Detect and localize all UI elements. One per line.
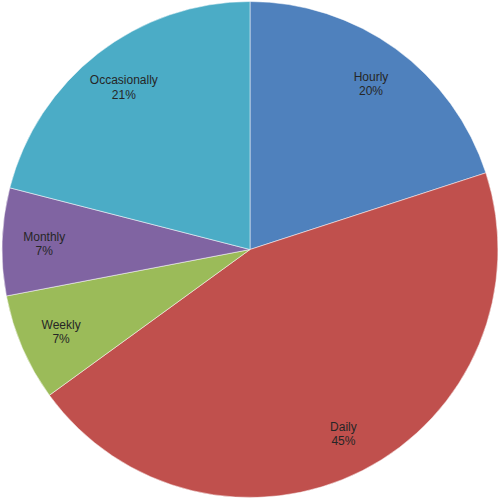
chart: Hourly20%Daily45%Weekly7%Monthly7%Occasi… — [0, 0, 500, 499]
slice — [10, 2, 250, 250]
labels: Hourly20%Daily45%Weekly7%Monthly7%Occasi… — [23, 70, 388, 448]
category-label: Weekly — [42, 318, 81, 332]
value-label: 7% — [52, 332, 70, 346]
category-label: Daily — [330, 420, 357, 434]
data-label: Weekly7% — [42, 318, 81, 346]
value-label: 20% — [359, 84, 383, 98]
pie — [2, 2, 498, 498]
value-label: 21% — [112, 88, 136, 102]
data-label: Monthly7% — [23, 230, 65, 258]
value-label: 45% — [331, 434, 355, 448]
data-label: Hourly20% — [354, 70, 389, 98]
value-label: 7% — [36, 244, 54, 258]
category-label: Occasionally — [90, 73, 158, 87]
category-label: Hourly — [354, 70, 389, 84]
data-label: Daily45% — [330, 420, 357, 448]
category-label: Monthly — [23, 230, 65, 244]
data-label: Occasionally21% — [90, 73, 158, 101]
